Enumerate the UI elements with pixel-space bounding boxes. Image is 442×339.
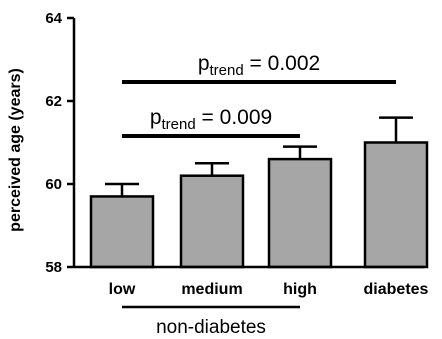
y-tick-label: 64	[45, 10, 62, 27]
bar-diabetes	[363, 141, 429, 269]
p-trend-label: ptrend = 0.002	[198, 52, 320, 79]
y-tick-label: 62	[45, 93, 62, 110]
category-label-low: low	[109, 281, 136, 298]
bar-high	[267, 157, 333, 269]
y-axis-label: perceived age (years)	[7, 68, 24, 232]
category-label-medium: medium	[181, 281, 242, 298]
category-label-diabetes: diabetes	[364, 281, 429, 298]
y-tick-label: 58	[45, 259, 62, 276]
group-label-non-diabetes: non-diabetes	[156, 317, 266, 338]
bar-medium	[179, 174, 245, 269]
y-tick-label: 60	[45, 176, 62, 193]
bar-low	[89, 195, 155, 269]
category-label-high: high	[283, 281, 317, 298]
p-trend-label: ptrend = 0.009	[150, 106, 272, 133]
